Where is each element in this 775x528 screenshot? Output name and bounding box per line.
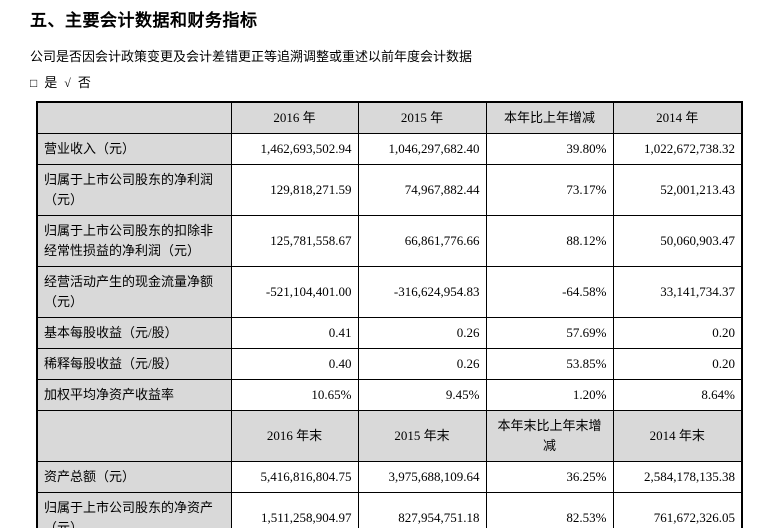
table-row: 营业收入（元） 1,462,693,502.94 1,046,297,682.40 3… [36,133,743,165]
value-cell: 39.80% [485,133,614,165]
section-title: 五、主要会计数据和财务指标 [30,11,258,30]
table-row: 归属于上市公司股东的净利润（元） 129,818,271.59 74,967,882… [36,164,743,216]
value-cell: 1,022,672,738.32 [612,133,743,165]
value-cell: 129,818,271.59 [230,164,359,216]
period-header-cell: 本年比上年增减 [485,101,614,134]
table-row: 稀释每股收益（元/股） 0.40 0.26 53.85% 0.20 [36,348,743,380]
header-spacer-cell [36,410,232,462]
value-cell: 1.20% [485,379,614,411]
table-row: 归属于上市公司股东的净资产（元） 1,511,258,904.97 827,954,… [36,492,743,528]
value-cell: 5,416,816,804.75 [230,461,359,493]
value-cell: 0.26 [357,317,487,349]
row-label: 稀释每股收益（元/股） [36,348,232,380]
row-label: 基本每股收益（元/股） [36,317,232,349]
value-cell: 9.45% [357,379,487,411]
value-cell: -316,624,954.83 [357,266,487,318]
period-header-cell: 本年末比上年末增减 [485,410,614,462]
value-cell: 0.20 [612,348,743,380]
row-label: 营业收入（元） [36,133,232,165]
value-cell: 50,060,903.47 [612,215,743,267]
table-row: 基本每股收益（元/股） 0.41 0.26 57.69% 0.20 [36,317,743,349]
value-cell: 2,584,178,135.38 [612,461,743,493]
row-label: 归属于上市公司股东的净利润（元） [36,164,232,216]
option-no-label: 否 [77,75,91,90]
value-cell: 33,141,734.37 [612,266,743,318]
value-cell: 1,046,297,682.40 [357,133,487,165]
value-cell: 0.26 [357,348,487,380]
value-cell: 88.12% [485,215,614,267]
restatement-question: 公司是否因会计政策变更及会计差错更正等追溯调整或重述以前年度会计数据 [30,49,473,64]
financial-indicators-table: 2016 年 2015 年本年比上年增减 2014 年营业收入（元） 1,462,69… [36,101,743,528]
period-header-cell: 2016 年末 [230,410,359,462]
period-header-cell: 2014 年末 [612,410,743,462]
period-header-cell: 2015 年末 [357,410,487,462]
value-cell: 73.17% [485,164,614,216]
value-cell: 53.85% [485,348,614,380]
value-cell: 3,975,688,109.64 [357,461,487,493]
row-label: 加权平均净资产收益率 [36,379,232,411]
value-cell: -521,104,401.00 [230,266,359,318]
checkbox-unchecked-icon: □ [30,76,38,90]
period-header-row: 2016 年 2015 年本年比上年增减 2014 年 [36,101,743,134]
row-label: 归属于上市公司股东的扣除非经常性损益的净利润（元） [36,215,232,267]
value-cell: 1,511,258,904.97 [230,492,359,528]
period-header-row: 2016 年末 2015 年末 本年末比上年末增减 2014 年末 [36,410,743,462]
value-cell: 82.53% [485,492,614,528]
value-cell: 52,001,213.43 [612,164,743,216]
value-cell: 8.64% [612,379,743,411]
period-header-cell: 2015 年 [357,101,487,134]
row-label: 经营活动产生的现金流量净额（元） [36,266,232,318]
value-cell: 66,861,776.66 [357,215,487,267]
value-cell: 74,967,882.44 [357,164,487,216]
value-cell: -64.58% [485,266,614,318]
row-label: 归属于上市公司股东的净资产（元） [36,492,232,528]
value-cell: 57.69% [485,317,614,349]
value-cell: 827,954,751.18 [357,492,487,528]
value-cell: 0.41 [230,317,359,349]
table-row: 经营活动产生的现金流量净额（元） -521,104,401.00 -316,624,… [36,266,743,318]
value-cell: 10.65% [230,379,359,411]
option-yes-label: 是 [44,75,58,90]
value-cell: 36.25% [485,461,614,493]
value-cell: 761,672,326.05 [612,492,743,528]
value-cell: 0.40 [230,348,359,380]
check-mark-icon: √ [64,76,71,90]
header-spacer-cell [36,101,232,134]
value-cell: 1,462,693,502.94 [230,133,359,165]
period-header-cell: 2016 年 [230,101,359,134]
table-row: 归属于上市公司股东的扣除非经常性损益的净利润（元） 125,781,558.67 6… [36,215,743,267]
table-row: 加权平均净资产收益率 10.65% 9.45% 1.20% 8.64% [36,379,743,411]
table-row: 资产总额（元） 5,416,816,804.75 3,975,688,109.64 3… [36,461,743,493]
row-label: 资产总额（元） [36,461,232,493]
value-cell: 0.20 [612,317,743,349]
value-cell: 125,781,558.67 [230,215,359,267]
period-header-cell: 2014 年 [612,101,743,134]
yes-no-options: □ 是 √ 否 [30,74,98,92]
